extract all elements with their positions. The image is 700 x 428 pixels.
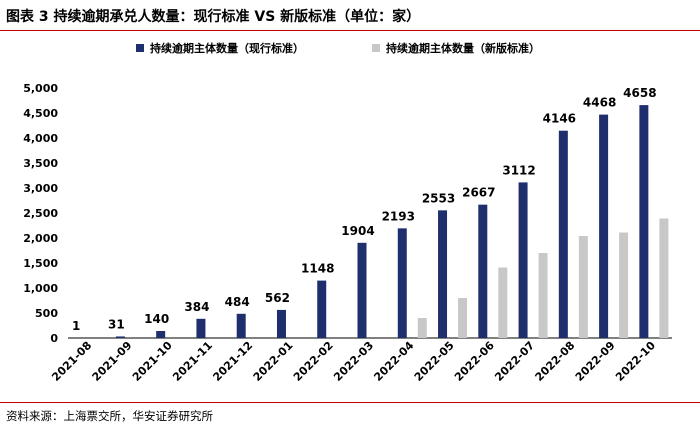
bar-chart: 0 500 1,000 1,500 2,000 2,500 3,000 3,500 4,000 4… bbox=[0, 60, 700, 400]
bars bbox=[76, 105, 669, 338]
x-tick-label: 2022-04 bbox=[371, 339, 416, 384]
bar-current-standard bbox=[116, 336, 125, 338]
data-label: 1904 bbox=[341, 224, 374, 238]
bar-new-standard bbox=[619, 233, 628, 339]
source-note: 资料来源：上海票交所，华安证券研究所 bbox=[6, 408, 213, 424]
bar-new-standard bbox=[458, 298, 467, 338]
x-tick-label: 2022-09 bbox=[573, 339, 618, 384]
x-tick-label: 2022-08 bbox=[533, 339, 578, 384]
data-label: 2553 bbox=[422, 191, 455, 205]
bar-current-standard bbox=[398, 228, 407, 338]
data-label: 31 bbox=[108, 317, 125, 331]
legend-swatch-new bbox=[372, 44, 380, 52]
x-tick-label: 2022-10 bbox=[613, 339, 658, 384]
legend-label-current: 持续逾期主体数量（现行标准） bbox=[150, 40, 304, 56]
title-bar: 图表 3 持续逾期承兑人数量：现行标准 VS 新版标准（单位：家） bbox=[0, 0, 700, 31]
x-tick-label: 2021-10 bbox=[130, 339, 175, 384]
y-tick-label: 500 bbox=[35, 307, 58, 320]
bar-current-standard bbox=[599, 115, 608, 338]
data-label: 1 bbox=[72, 319, 80, 333]
y-tick-label: 0 bbox=[50, 332, 58, 345]
bar-current-standard bbox=[237, 314, 246, 338]
x-tick-label: 2021-09 bbox=[90, 339, 135, 384]
chart-legend: 持续逾期主体数量（现行标准） 持续逾期主体数量（新版标准） bbox=[0, 40, 700, 58]
x-tick-label: 2022-06 bbox=[452, 339, 497, 384]
y-tick-label: 1,500 bbox=[23, 257, 58, 270]
legend-item-new: 持续逾期主体数量（新版标准） bbox=[372, 40, 540, 56]
bar-new-standard bbox=[498, 268, 507, 339]
bar-new-standard bbox=[579, 236, 588, 338]
x-tick-label: 2022-03 bbox=[331, 339, 376, 384]
x-tick-label: 2021-11 bbox=[170, 339, 215, 384]
bar-current-standard bbox=[277, 310, 286, 338]
bar-current-standard bbox=[438, 210, 447, 338]
y-tick-label: 5,000 bbox=[23, 82, 58, 95]
x-axis-labels: 2021-082021-092021-102021-112021-122022-… bbox=[49, 339, 658, 384]
data-label: 562 bbox=[265, 291, 290, 305]
data-label: 140 bbox=[144, 312, 169, 326]
x-tick-label: 2022-05 bbox=[412, 339, 457, 384]
figure-title: 图表 3 持续逾期承兑人数量：现行标准 VS 新版标准（单位：家） bbox=[6, 6, 420, 26]
legend-item-current: 持续逾期主体数量（现行标准） bbox=[136, 40, 304, 56]
data-label: 3112 bbox=[502, 163, 535, 177]
x-tick-label: 2021-12 bbox=[210, 339, 255, 384]
data-label: 1148 bbox=[301, 262, 334, 276]
data-label: 4146 bbox=[543, 112, 576, 126]
data-label: 2667 bbox=[462, 186, 495, 200]
bar-current-standard bbox=[478, 205, 487, 338]
y-tick-label: 2,000 bbox=[23, 232, 58, 245]
bar-new-standard bbox=[418, 318, 427, 338]
y-tick-label: 3,500 bbox=[23, 157, 58, 170]
bar-new-standard bbox=[539, 253, 548, 338]
x-tick-label: 2022-02 bbox=[291, 339, 336, 384]
legend-swatch-current bbox=[136, 44, 144, 52]
bar-current-standard bbox=[317, 281, 326, 338]
bar-current-standard bbox=[358, 243, 367, 338]
y-tick-label: 4,000 bbox=[23, 132, 58, 145]
x-tick-label: 2022-01 bbox=[251, 339, 296, 384]
y-tick-label: 2,500 bbox=[23, 207, 58, 220]
data-label: 484 bbox=[225, 295, 250, 309]
bar-current-standard bbox=[519, 182, 528, 338]
y-axis-labels: 0 500 1,000 1,500 2,000 2,500 3,000 3,500 4,000 4… bbox=[23, 82, 58, 345]
y-tick-label: 4,500 bbox=[23, 107, 58, 120]
bar-current-standard bbox=[559, 131, 568, 338]
bar-new-standard bbox=[659, 219, 668, 339]
bar-current-standard bbox=[639, 105, 648, 338]
bar-current-standard bbox=[196, 319, 205, 338]
data-label: 4658 bbox=[623, 86, 656, 100]
data-label: 384 bbox=[184, 300, 209, 314]
x-tick-label: 2021-08 bbox=[49, 339, 94, 384]
footer: 资料来源：上海票交所，华安证券研究所 bbox=[0, 402, 700, 428]
data-label: 2193 bbox=[382, 209, 415, 223]
data-label: 4468 bbox=[583, 96, 616, 110]
x-tick-label: 2022-07 bbox=[492, 339, 537, 384]
legend-label-new: 持续逾期主体数量（新版标准） bbox=[386, 40, 540, 56]
bar-current-standard bbox=[156, 331, 165, 338]
y-tick-label: 3,000 bbox=[23, 182, 58, 195]
y-tick-label: 1,000 bbox=[23, 282, 58, 295]
